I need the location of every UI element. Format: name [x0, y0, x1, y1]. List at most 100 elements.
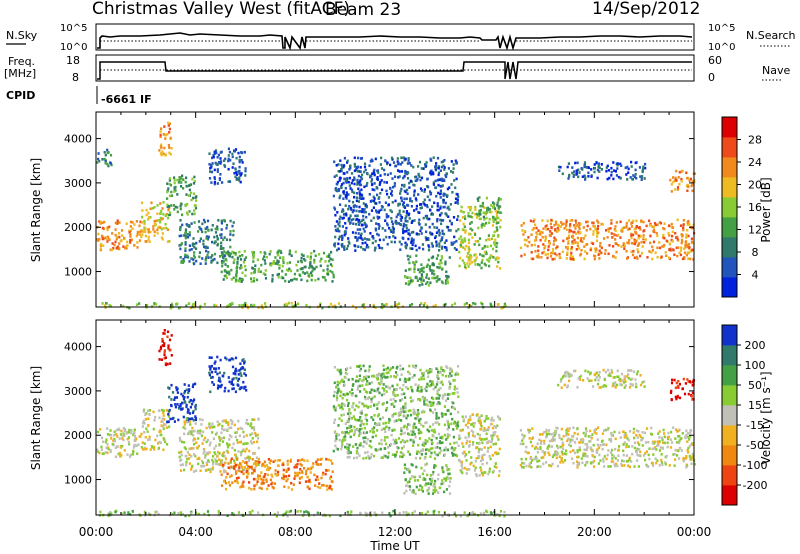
velocity-cell — [107, 447, 110, 451]
velocity-cell — [491, 454, 494, 457]
power-cell — [410, 237, 413, 240]
velocity-cell — [241, 466, 244, 469]
velocity-cell — [448, 472, 451, 476]
power-cell — [366, 172, 369, 176]
velocity-cell — [183, 420, 186, 423]
power-cell — [537, 245, 540, 248]
power-cell — [622, 226, 626, 229]
velocity-cell — [301, 458, 304, 461]
velocity-cell — [179, 469, 183, 472]
power-cell — [553, 257, 556, 261]
velocity-cell — [395, 438, 398, 442]
power-cell — [574, 241, 577, 244]
power-cell — [568, 173, 571, 177]
power-cell — [466, 262, 469, 265]
velocity-cell — [222, 465, 225, 469]
power-cell — [186, 233, 189, 236]
velocity-cell — [180, 450, 183, 454]
power-cell — [680, 246, 683, 249]
power-cell — [147, 211, 150, 215]
power-cell — [576, 241, 579, 245]
velocity-cell — [446, 366, 449, 369]
power-cell — [223, 274, 226, 278]
velocity-cell — [213, 425, 216, 429]
velocity-cell — [255, 483, 258, 486]
velocity-cell — [433, 483, 436, 486]
velocity-cell — [346, 419, 349, 423]
power-cell — [179, 256, 182, 259]
power-cell — [129, 225, 132, 228]
velocity-cell — [249, 440, 253, 443]
power-cell — [358, 180, 361, 184]
power-cell — [495, 214, 498, 218]
velocity-cell — [367, 454, 370, 458]
power-cell — [544, 245, 547, 248]
power-cell — [460, 241, 463, 244]
power-cell — [366, 181, 369, 185]
velocity-cell — [453, 391, 456, 395]
velocity-cell — [389, 398, 392, 401]
velocity-cell — [498, 474, 501, 477]
power-cell — [485, 196, 488, 200]
power-cell — [673, 253, 676, 256]
power-cell — [337, 302, 340, 305]
velocity-cell — [116, 435, 119, 438]
power-cell — [423, 202, 426, 206]
power-cell — [395, 215, 398, 219]
power-cell — [436, 202, 439, 205]
colorbar-tick-label: 28 — [748, 134, 762, 147]
power-cell — [438, 249, 441, 252]
power-cell — [220, 251, 223, 254]
power-cell — [358, 210, 361, 213]
velocity-cell — [319, 458, 322, 461]
velocity-cell — [433, 490, 436, 494]
power-cell — [648, 250, 651, 253]
power-cell — [410, 231, 413, 234]
velocity-cell — [281, 476, 284, 480]
power-cell — [233, 171, 236, 175]
velocity-cell — [388, 386, 392, 390]
velocity-cell — [242, 480, 245, 484]
power-cell — [486, 258, 489, 262]
power-cell — [331, 258, 334, 262]
power-cell — [547, 227, 550, 231]
velocity-cell — [434, 421, 437, 424]
power-cell — [390, 194, 394, 197]
velocity-cell — [141, 448, 145, 451]
velocity-cell — [399, 432, 402, 436]
velocity-cell — [251, 432, 254, 435]
power-cell — [687, 251, 690, 255]
velocity-cell — [357, 419, 360, 422]
velocity-cell — [162, 409, 165, 413]
velocity-cell — [307, 480, 310, 483]
power-cell — [431, 263, 434, 266]
power-cell — [398, 209, 401, 213]
velocity-cell — [440, 366, 443, 369]
power-cell — [632, 249, 635, 253]
power-cell — [491, 201, 495, 204]
velocity-cell — [215, 431, 219, 435]
velocity-cell — [456, 387, 459, 390]
power-cell — [353, 182, 356, 186]
power-cell — [329, 269, 332, 273]
velocity-cell — [191, 411, 195, 415]
power-cell — [169, 183, 173, 187]
power-cell — [398, 302, 401, 305]
power-cell — [362, 303, 365, 307]
velocity-cell — [487, 428, 490, 431]
velocity-cell — [426, 489, 429, 492]
velocity-cell — [443, 433, 446, 437]
velocity-cell — [472, 422, 475, 425]
velocity-cell — [449, 412, 452, 416]
power-cell — [658, 241, 661, 244]
velocity-cell — [214, 360, 217, 363]
velocity-cell — [467, 426, 470, 429]
power-cell — [174, 205, 177, 209]
velocity-cell — [378, 422, 381, 425]
power-cell — [532, 257, 535, 261]
power-cell — [431, 205, 434, 208]
velocity-cell — [190, 430, 193, 433]
power-cell — [104, 160, 107, 163]
power-cell — [445, 248, 448, 252]
power-cell — [539, 230, 542, 234]
